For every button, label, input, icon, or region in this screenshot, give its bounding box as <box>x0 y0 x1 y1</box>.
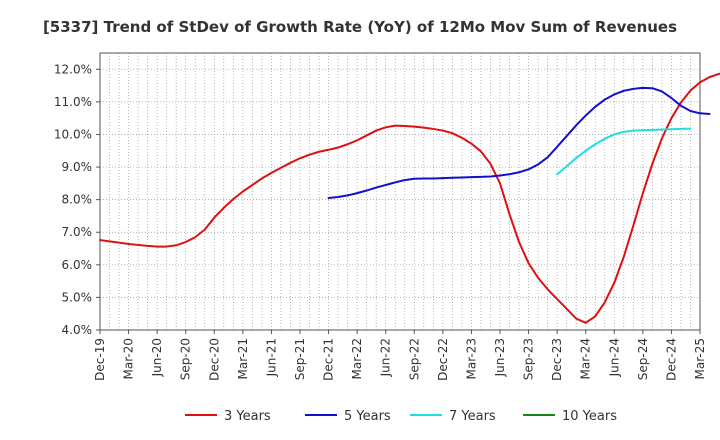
plot-frame <box>99 52 701 331</box>
y-tick-label: 12.0% <box>54 62 92 76</box>
y-tick-label: 4.0% <box>62 323 93 337</box>
x-axis: Dec-19 Mar-20 Jun-20 Sep-20 Dec-20 Mar-21 Jun-… <box>93 330 707 381</box>
x-tick-label: Dec-21 <box>322 338 336 381</box>
x-tick-label: Mar-24 <box>579 338 593 379</box>
y-tick-label: 11.0% <box>54 95 92 109</box>
x-tick-label: Mar-21 <box>236 338 250 379</box>
x-tick-label: Sep-21 <box>293 338 307 380</box>
legend-label: 7 Years <box>449 409 496 424</box>
legend-label: 5 Years <box>344 409 391 424</box>
x-tick-label: Sep-20 <box>179 338 193 380</box>
y-tick-label: 8.0% <box>62 193 93 207</box>
grid <box>100 53 700 331</box>
x-tick-label: Jun-24 <box>607 338 621 377</box>
series-line-7-years <box>556 127 692 176</box>
x-tick-label: Mar-20 <box>122 338 136 379</box>
x-tick-label: Dec-23 <box>550 338 564 381</box>
x-tick-label: Jun-20 <box>150 338 164 377</box>
y-tick-label: 5.0% <box>62 290 93 304</box>
x-tick-label: Sep-23 <box>522 338 536 380</box>
series-line-5-years <box>327 86 711 200</box>
y-tick-label: 7.0% <box>62 225 93 239</box>
y-tick-label: 6.0% <box>62 258 93 272</box>
x-tick-label: Mar-25 <box>693 338 707 379</box>
x-tick-label: Sep-22 <box>407 338 421 380</box>
x-tick-label: Jun-23 <box>493 338 507 377</box>
chart-title: [5337] Trend of StDev of Growth Rate (Yo… <box>43 18 677 36</box>
y-tick-label: 9.0% <box>62 160 93 174</box>
x-tick-label: Sep-24 <box>636 338 650 380</box>
x-tick-label: Dec-22 <box>436 338 450 381</box>
x-tick-label: Mar-22 <box>350 338 364 379</box>
x-tick-label: Dec-19 <box>93 338 107 381</box>
y-axis: 4.0% 5.0% 6.0% 7.0% 8.0% 9.0% 10.0% 11.0% 12.0% <box>54 62 100 337</box>
series-line-3-years <box>99 72 720 324</box>
x-tick-label: Jun-22 <box>379 338 393 377</box>
x-tick-label: Dec-20 <box>207 338 221 381</box>
x-tick-label: Mar-23 <box>464 338 478 379</box>
x-tick-label: Dec-24 <box>664 338 678 381</box>
legend-label: 10 Years <box>562 409 617 424</box>
x-tick-label: Jun-21 <box>264 338 278 377</box>
y-tick-label: 10.0% <box>54 127 92 141</box>
legend: 3 Years 5 Years 7 Years 10 Years <box>185 409 617 424</box>
series-layer <box>99 72 720 324</box>
legend-label: 3 Years <box>224 409 271 424</box>
